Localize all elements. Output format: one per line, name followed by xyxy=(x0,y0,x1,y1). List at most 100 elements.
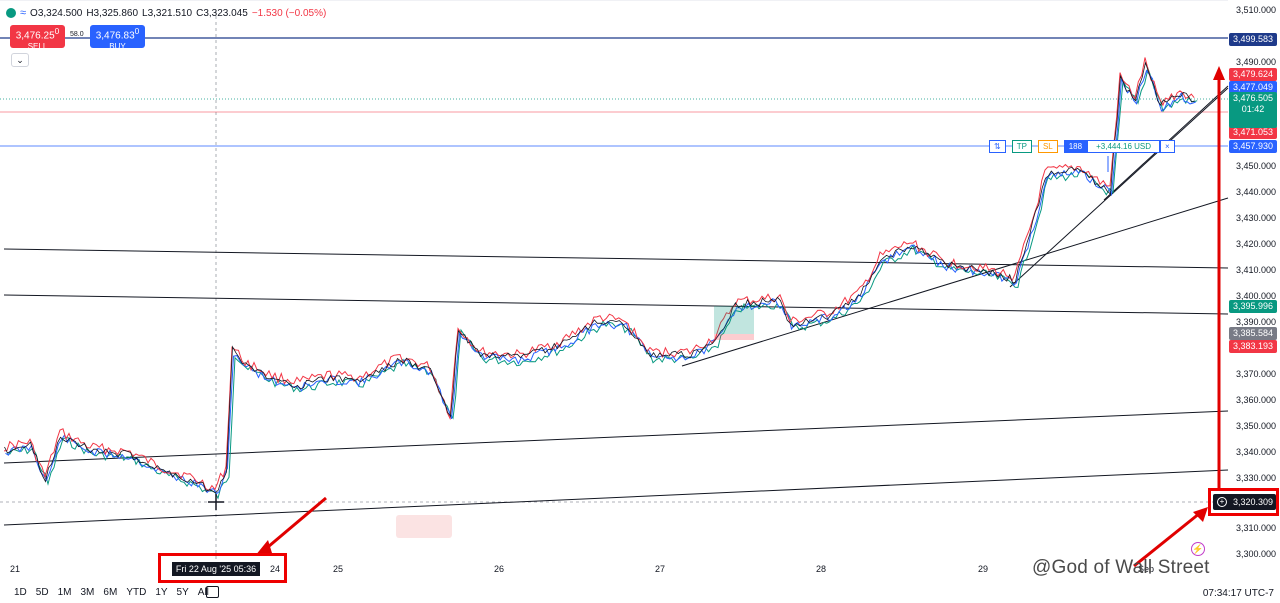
time-tick-label: Sep xyxy=(1138,564,1155,574)
time-cursor-label: Fri 22 Aug '25 05:36 xyxy=(172,562,260,576)
price-tick-label: 3,310.000 xyxy=(1236,523,1276,533)
sell-button[interactable]: 3,476.250 SELL xyxy=(10,25,65,52)
bar-countdown: 01:42 xyxy=(1241,104,1265,114)
trendline[interactable] xyxy=(3,410,1229,464)
timeframe-button[interactable]: 3M xyxy=(80,587,95,598)
price-tick-label: 3,410.000 xyxy=(1236,265,1276,275)
status-dot-icon xyxy=(6,8,16,18)
position-pnl: +3,444.16 USD xyxy=(1087,140,1161,153)
calendar-icon[interactable] xyxy=(206,586,219,598)
swap-icon[interactable]: ⇅ xyxy=(989,140,1006,153)
chart-overlays xyxy=(208,66,1225,568)
time-tick-label: 27 xyxy=(655,564,666,574)
price-tick-label: 3,350.000 xyxy=(1236,421,1276,431)
annotation-arrowhead-price xyxy=(1193,507,1208,522)
ohlc-open: O3,324.500 xyxy=(30,7,83,19)
last-price: 3,476.505 xyxy=(1232,93,1274,103)
price-tick-label: 3,490.000 xyxy=(1236,57,1276,67)
fast-ma-line xyxy=(3,57,1195,492)
trendline[interactable] xyxy=(3,248,1229,269)
annotation-arrow-time xyxy=(261,496,327,554)
annotation-arrow-price xyxy=(1133,511,1201,568)
lightning-icon[interactable]: ⚡ xyxy=(1191,542,1205,556)
price-tick-label: 3,370.000 xyxy=(1236,369,1276,379)
price-tick-label: 3,390.000 xyxy=(1236,317,1276,327)
mid-ma-line xyxy=(5,69,1196,495)
last-price-tag: 3,476.505 01:42 xyxy=(1229,92,1277,128)
timeframe-button[interactable]: 5D xyxy=(35,587,49,598)
trendline[interactable] xyxy=(681,197,1229,367)
cursor-price-label: + 3,320.309 xyxy=(1213,494,1276,510)
price-tag: 3,479.624 xyxy=(1229,68,1277,81)
buy-label: BUY xyxy=(109,42,126,52)
time-tick-label: 24 xyxy=(270,564,281,574)
time-tick-label: 29 xyxy=(978,564,989,574)
long-position-loss-zone xyxy=(714,334,754,340)
price-tick-label: 3,340.000 xyxy=(1236,447,1276,457)
long-position-profit-zone xyxy=(714,306,754,334)
price-tag: 3,383.193 xyxy=(1229,340,1277,353)
watermark: @God of Wall Street xyxy=(1032,557,1210,578)
timeframe-button[interactable]: 6M xyxy=(103,587,118,598)
price-tick-label: 3,400.000 xyxy=(1236,291,1276,301)
spread-value: 58.0 xyxy=(70,31,84,38)
price-tick-label: 3,440.000 xyxy=(1236,187,1276,197)
buy-button[interactable]: 3,476.830 BUY xyxy=(90,25,145,52)
trendline[interactable] xyxy=(3,469,1229,526)
price-tick-label: 3,330.000 xyxy=(1236,473,1276,483)
ohlc-legend: ≈ O3,324.500 H3,325.860 L3,321.510 C3,32… xyxy=(6,5,326,21)
trendline[interactable] xyxy=(1009,87,1229,288)
ohlc-close: C3,323.045 xyxy=(196,7,248,19)
time-tick-label: 21 xyxy=(10,564,21,574)
price-tick-label: 3,510.000 xyxy=(1236,5,1276,15)
time-tick-label: 28 xyxy=(816,564,827,574)
price-tick-label: 3,450.000 xyxy=(1236,161,1276,171)
price-tag: 3,395.996 xyxy=(1229,300,1277,313)
clock[interactable]: 07:34:17 UTC-7 xyxy=(1202,588,1274,599)
timeframe-button[interactable]: YTD xyxy=(126,587,147,598)
annotation-arrowhead-time xyxy=(255,540,272,556)
price-tick-label: 3,300.000 xyxy=(1236,549,1276,559)
price-tag: 3,471.053 xyxy=(1229,126,1277,139)
position-quantity[interactable]: 188 xyxy=(1063,140,1088,153)
time-tick-label: 25 xyxy=(333,564,344,574)
timeframe-bar[interactable]: 1D 5D 1M 3M 6M YTD 1Y 5Y All xyxy=(14,587,209,598)
collapse-chevron-icon[interactable]: ⌄ xyxy=(11,53,29,67)
timeframe-button[interactable]: 1M xyxy=(57,587,72,598)
trendlines[interactable] xyxy=(3,85,1229,526)
chart-grid xyxy=(0,0,1228,560)
buy-price: 3,476.83 xyxy=(95,30,135,42)
slow-ma-line xyxy=(6,66,1198,500)
position-line-toolbar[interactable]: ⇅ TP SL 188 +3,444.16 USD × xyxy=(989,140,1175,153)
price-tag: 3,477.049 xyxy=(1229,81,1277,94)
stop-loss-button[interactable]: SL xyxy=(1037,140,1058,153)
crosshair-cursor-icon xyxy=(208,494,224,510)
price-tick-label: 3,430.000 xyxy=(1236,213,1276,223)
trendline[interactable] xyxy=(3,294,1229,315)
sell-price: 3,476.25 xyxy=(15,30,55,42)
price-tick-label: 3,360.000 xyxy=(1236,395,1276,405)
highlight-box-price xyxy=(1208,488,1279,516)
timeframe-button[interactable]: All xyxy=(197,587,209,598)
close-position-icon[interactable]: × xyxy=(1160,140,1175,153)
sell-label: SELL xyxy=(27,42,48,52)
highlight-box-time xyxy=(158,553,287,583)
price-axis[interactable]: 3,510.000 3,490.000 3,450.000 3,440.000 3,43… xyxy=(1236,5,1276,559)
take-profit-button[interactable]: TP xyxy=(1011,140,1032,153)
cursor-price: 3,320.309 xyxy=(1233,497,1274,507)
ohlc-change: −1.530 (−0.05%) xyxy=(251,7,327,19)
price-tag: 3,499.583 xyxy=(1229,33,1277,46)
ohlc-low: L3,321.510 xyxy=(142,7,193,19)
wave-icon: ≈ xyxy=(20,7,27,19)
ohlc-high: H3,325.860 xyxy=(86,7,139,19)
timeframe-button[interactable]: 5Y xyxy=(176,587,189,598)
timeframe-button[interactable]: 1D xyxy=(14,587,27,598)
price-tag: 3,457.930 xyxy=(1229,140,1277,153)
timeframe-button[interactable]: 1Y xyxy=(155,587,168,598)
sell-price-sup: 0 xyxy=(54,26,60,36)
ghost-button xyxy=(396,515,452,538)
target-icon[interactable]: + xyxy=(1217,497,1227,507)
price-series xyxy=(3,57,1198,500)
price-tick-label: 3,420.000 xyxy=(1236,239,1276,249)
